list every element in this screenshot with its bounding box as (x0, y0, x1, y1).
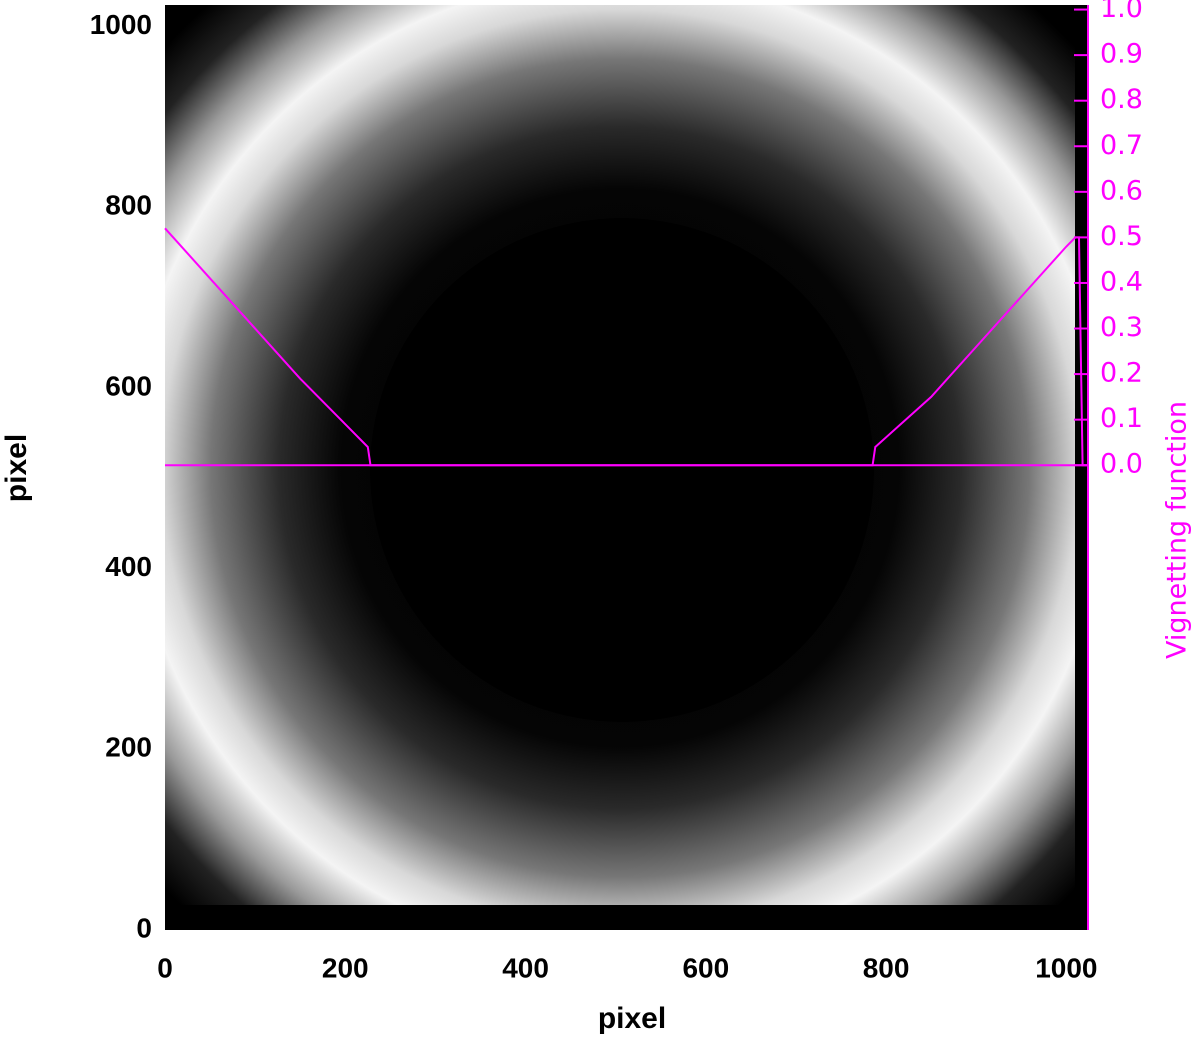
y2-tick-label: 0.5 (1100, 221, 1143, 252)
x-tick-label: 600 (682, 952, 729, 983)
image (165, 5, 1088, 930)
y2-tick-label: 0.7 (1100, 130, 1143, 161)
x-tick-label: 1000 (1035, 952, 1097, 983)
y2-tick-label: 0.0 (1100, 449, 1143, 480)
y2-tick-label: 0.1 (1100, 403, 1143, 434)
y-tick-label: 0 (136, 912, 152, 943)
y2-tick-label: 0.4 (1100, 266, 1143, 297)
y2-tick-label: 0.9 (1100, 39, 1143, 70)
y-tick-label: 200 (105, 732, 152, 763)
x-axis-label: pixel (598, 1002, 666, 1035)
y2-tick-label: 0.8 (1100, 84, 1143, 115)
y-tick-label: 400 (105, 551, 152, 582)
y2-tick-label: 1.0 (1100, 0, 1143, 24)
x-tick-label: 0 (157, 952, 173, 983)
y2-tick-label: 0.2 (1100, 358, 1143, 389)
x-tick-label: 800 (863, 952, 910, 983)
x-tick-label: 200 (322, 952, 369, 983)
y2-tick-label: 0.3 (1100, 312, 1143, 343)
y2-axis-label: Vignetting function (1162, 401, 1193, 659)
vignetting-line (164, 227, 1088, 467)
y-axis-label: pixel (0, 434, 33, 502)
y-tick-label: 1000 (90, 9, 152, 40)
y-tick-label: 600 (105, 370, 152, 401)
x-tick-label: 400 (502, 952, 549, 983)
y2-tick-label: 0.6 (1100, 175, 1143, 206)
y-tick-label: 800 (105, 190, 152, 221)
